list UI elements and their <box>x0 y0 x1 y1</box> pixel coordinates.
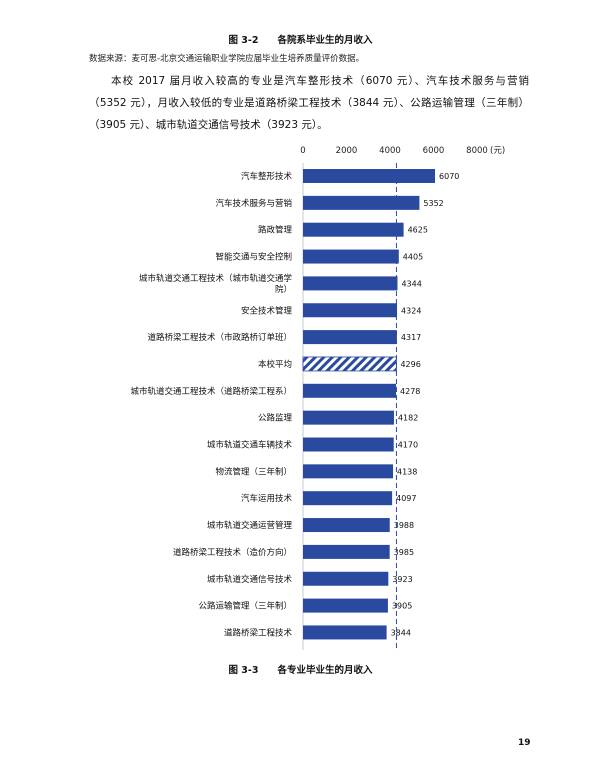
bar-value-label: 3923 <box>392 575 412 584</box>
average-bar <box>302 356 397 372</box>
data-source-note: 数据来源：麦可思-北京交通运输职业学院应届毕业生培养质量评价数据。 <box>89 54 365 64</box>
body-paragraph-text: 本校 2017 届月收入较高的专业是汽车整形技术（6070 元）、汽车技术服务与… <box>89 75 529 131</box>
x-tick-label: 6000 <box>423 146 445 156</box>
body-paragraph: 本校 2017 届月收入较高的专业是汽车整形技术（6070 元）、汽车技术服务与… <box>89 70 529 136</box>
category-label: 本校平均 <box>258 359 292 370</box>
x-tick-label: 4000 <box>379 146 401 156</box>
bar <box>303 249 399 264</box>
category-label: 汽车整形技术 <box>241 171 293 182</box>
bar-value-label: 4405 <box>403 253 423 262</box>
bar <box>303 437 394 452</box>
category-label: 物流管理（三年制） <box>215 466 292 477</box>
category-label: 道路桥梁工程技术 <box>224 627 293 638</box>
category-label: 城市轨道交通运营管理 <box>207 520 293 531</box>
bar-value-label: 4097 <box>396 494 416 503</box>
category-label: 汽车运用技术 <box>241 493 293 504</box>
bar-value-label: 4324 <box>401 306 421 315</box>
category-label: 公路运输管理（三年制） <box>198 601 292 612</box>
category-label: 公路监理 <box>258 413 293 424</box>
bar <box>303 625 387 640</box>
category-label: 智能交通与安全控制 <box>215 252 292 263</box>
bar-value-label: 4170 <box>398 441 418 450</box>
bar <box>303 464 394 479</box>
bar-value-label: 4182 <box>398 414 418 423</box>
bar-value-label: 3988 <box>394 521 414 530</box>
category-label: 城市轨道交通车辆技术 <box>207 440 293 451</box>
figure-caption-top: 图 3-2 各院系毕业生的月收入 <box>228 35 373 46</box>
bar <box>303 410 394 425</box>
figure-caption-bottom: 图 3-3 各专业毕业生的月收入 <box>228 665 373 676</box>
x-tick-label: 8000 <box>466 146 488 156</box>
bar-value-label: 4625 <box>408 226 428 235</box>
category-label: 路政管理 <box>258 225 293 236</box>
bar-value-label: 4317 <box>401 333 421 342</box>
bar <box>303 571 389 586</box>
category-label: 道路桥梁工程技术（造价方向） <box>173 547 292 558</box>
bar-value-label: 4138 <box>397 467 417 476</box>
category-label: 城市轨道交通工程技术（道路桥梁工程系） <box>130 386 292 397</box>
bar <box>303 544 390 559</box>
bar-value-label: 4278 <box>400 387 420 396</box>
x-unit-label: (元) <box>490 146 505 156</box>
bar <box>303 330 397 345</box>
category-label: 道路桥梁工程技术（市政路桥订单班） <box>147 332 292 343</box>
category-label: 院） <box>275 284 292 295</box>
category-label: 城市轨道交通工程技术（城市轨道交通学 <box>139 273 293 284</box>
bar-value-label: 6070 <box>439 172 459 181</box>
category-label: 安全技术管理 <box>241 305 293 316</box>
category-label: 汽车技术服务与营销 <box>215 198 292 209</box>
category-label: 城市轨道交通信号技术 <box>207 574 293 585</box>
bar <box>303 303 398 318</box>
bar <box>303 383 397 398</box>
bar-value-label: 5352 <box>423 199 443 208</box>
bar-value-label: 3844 <box>391 628 411 637</box>
bar <box>303 195 420 210</box>
bar <box>303 518 390 533</box>
bar <box>303 598 388 613</box>
bar-value-label: 4296 <box>400 360 420 369</box>
x-tick-label: 2000 <box>336 146 358 156</box>
bar-value-label: 3905 <box>392 602 412 611</box>
bar-value-label: 4344 <box>401 279 421 288</box>
page-number: 19 <box>518 738 531 748</box>
bar <box>303 169 436 183</box>
x-tick-label: 0 <box>300 146 305 156</box>
bar <box>303 276 398 291</box>
bar <box>303 491 393 506</box>
bar-value-label: 3985 <box>394 548 414 557</box>
bar <box>303 222 404 237</box>
